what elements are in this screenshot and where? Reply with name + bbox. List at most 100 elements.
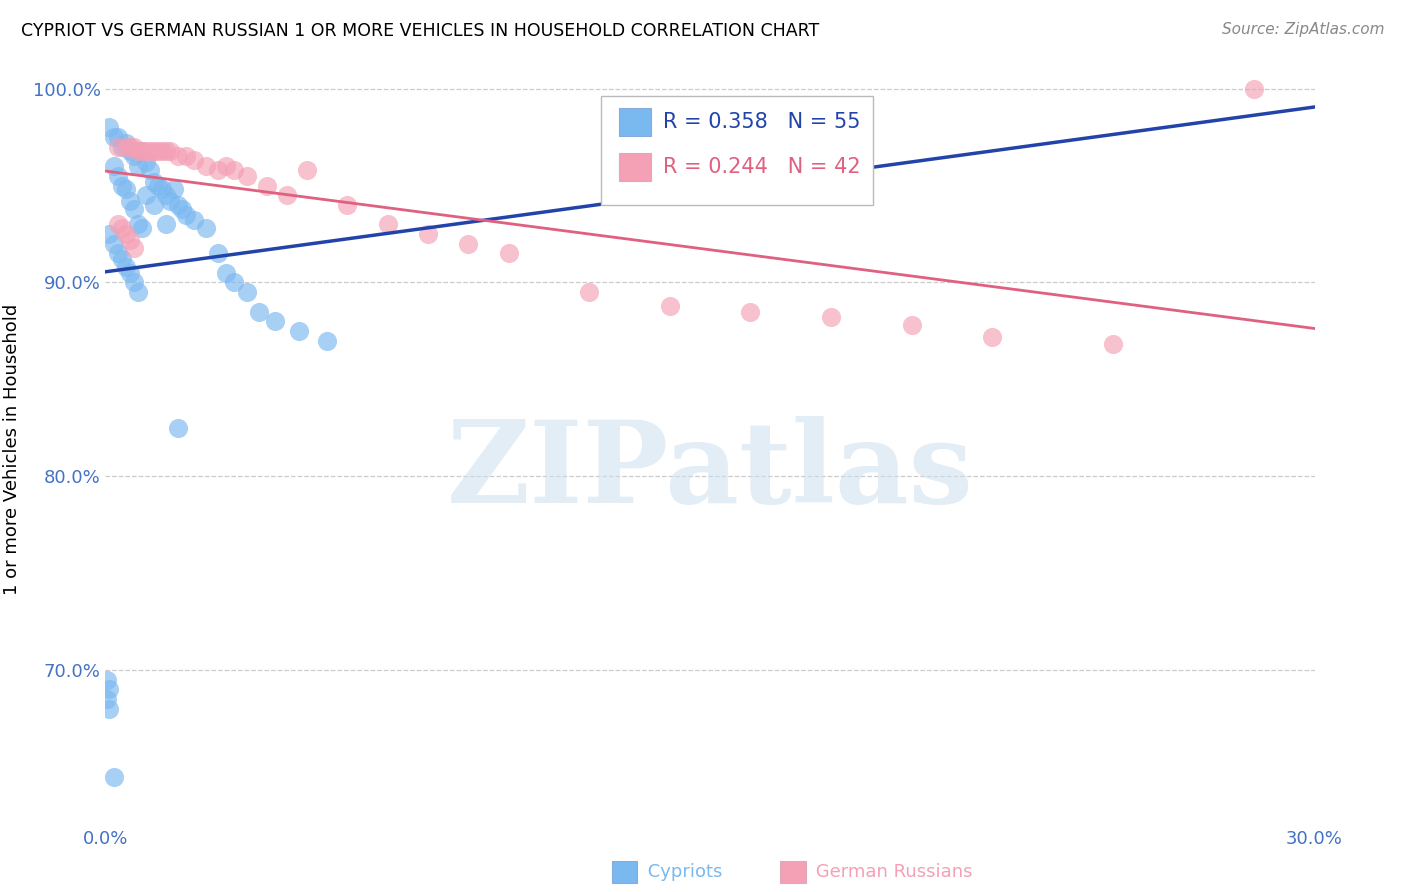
Point [159,194,181,208]
Point [170,202,193,216]
Point [127,159,149,173]
Point [498,246,520,260]
Point [207,163,229,178]
Point [131,144,153,158]
Point [416,227,439,241]
Point [131,144,153,158]
Point [336,198,359,212]
Point [155,217,177,231]
Point [114,182,136,196]
Y-axis label: 1 or more Vehicles in Household: 1 or more Vehicles in Household [3,303,21,595]
Point [457,236,479,251]
Point [316,334,339,348]
Point [96,673,118,687]
Point [107,217,129,231]
Point [247,304,270,318]
Point [96,692,118,706]
Point [195,221,218,235]
Point [288,324,311,338]
Point [146,178,169,193]
Point [183,153,205,168]
Point [118,194,141,208]
Point [110,221,132,235]
Point [103,236,125,251]
Point [224,163,246,178]
Point [122,140,145,154]
Point [235,285,257,300]
Point [1243,81,1265,95]
Text: Cypriots: Cypriots [619,863,723,881]
Point [127,217,149,231]
Point [159,144,181,158]
Point [167,198,190,212]
Point [139,163,162,178]
Point [295,163,318,178]
Point [110,140,132,154]
Text: CYPRIOT VS GERMAN RUSSIAN 1 OR MORE VEHICLES IN HOUSEHOLD CORRELATION CHART: CYPRIOT VS GERMAN RUSSIAN 1 OR MORE VEHI… [21,22,820,40]
Point [118,140,141,154]
Point [578,285,600,300]
Point [135,155,157,169]
Point [981,329,1004,343]
Point [139,144,162,158]
Point [183,213,205,227]
Point [142,175,165,189]
Point [174,208,197,222]
Point [98,702,121,716]
Text: R = 0.358   N = 55: R = 0.358 N = 55 [662,112,860,132]
Point [103,770,125,784]
Point [740,304,762,318]
Point [276,188,298,202]
Point [131,221,153,235]
FancyBboxPatch shape [620,153,651,181]
Point [263,314,285,328]
Point [127,285,149,300]
Point [142,144,165,158]
Text: German Russians: German Russians [787,863,973,881]
Point [142,198,165,212]
Point [103,130,125,145]
Point [118,266,141,280]
Point [163,182,186,196]
FancyBboxPatch shape [602,95,873,205]
Point [110,252,132,267]
Point [1102,337,1125,351]
Text: R = 0.244   N = 42: R = 0.244 N = 42 [662,157,860,178]
Point [155,144,177,158]
Point [155,188,177,202]
Point [122,202,145,216]
Point [377,217,399,231]
Point [107,169,129,183]
Point [195,159,218,173]
Point [224,276,246,290]
Point [107,130,129,145]
Point [256,178,278,193]
Point [135,144,157,158]
Point [114,227,136,241]
Point [118,144,141,158]
Point [167,421,190,435]
Text: ZIPatlas: ZIPatlas [447,417,973,527]
Point [215,159,238,173]
Point [215,266,238,280]
Point [98,227,121,241]
FancyBboxPatch shape [620,108,651,136]
Point [107,140,129,154]
Point [114,136,136,150]
Point [207,246,229,260]
Point [127,144,149,158]
Point [150,182,173,196]
Point [103,159,125,173]
Point [98,682,121,697]
Text: Source: ZipAtlas.com: Source: ZipAtlas.com [1222,22,1385,37]
Point [114,140,136,154]
Point [114,260,136,274]
Point [174,149,197,163]
Point [146,144,169,158]
Point [820,310,842,325]
Point [135,188,157,202]
Point [107,246,129,260]
Point [122,276,145,290]
Point [122,149,145,163]
Point [98,120,121,135]
